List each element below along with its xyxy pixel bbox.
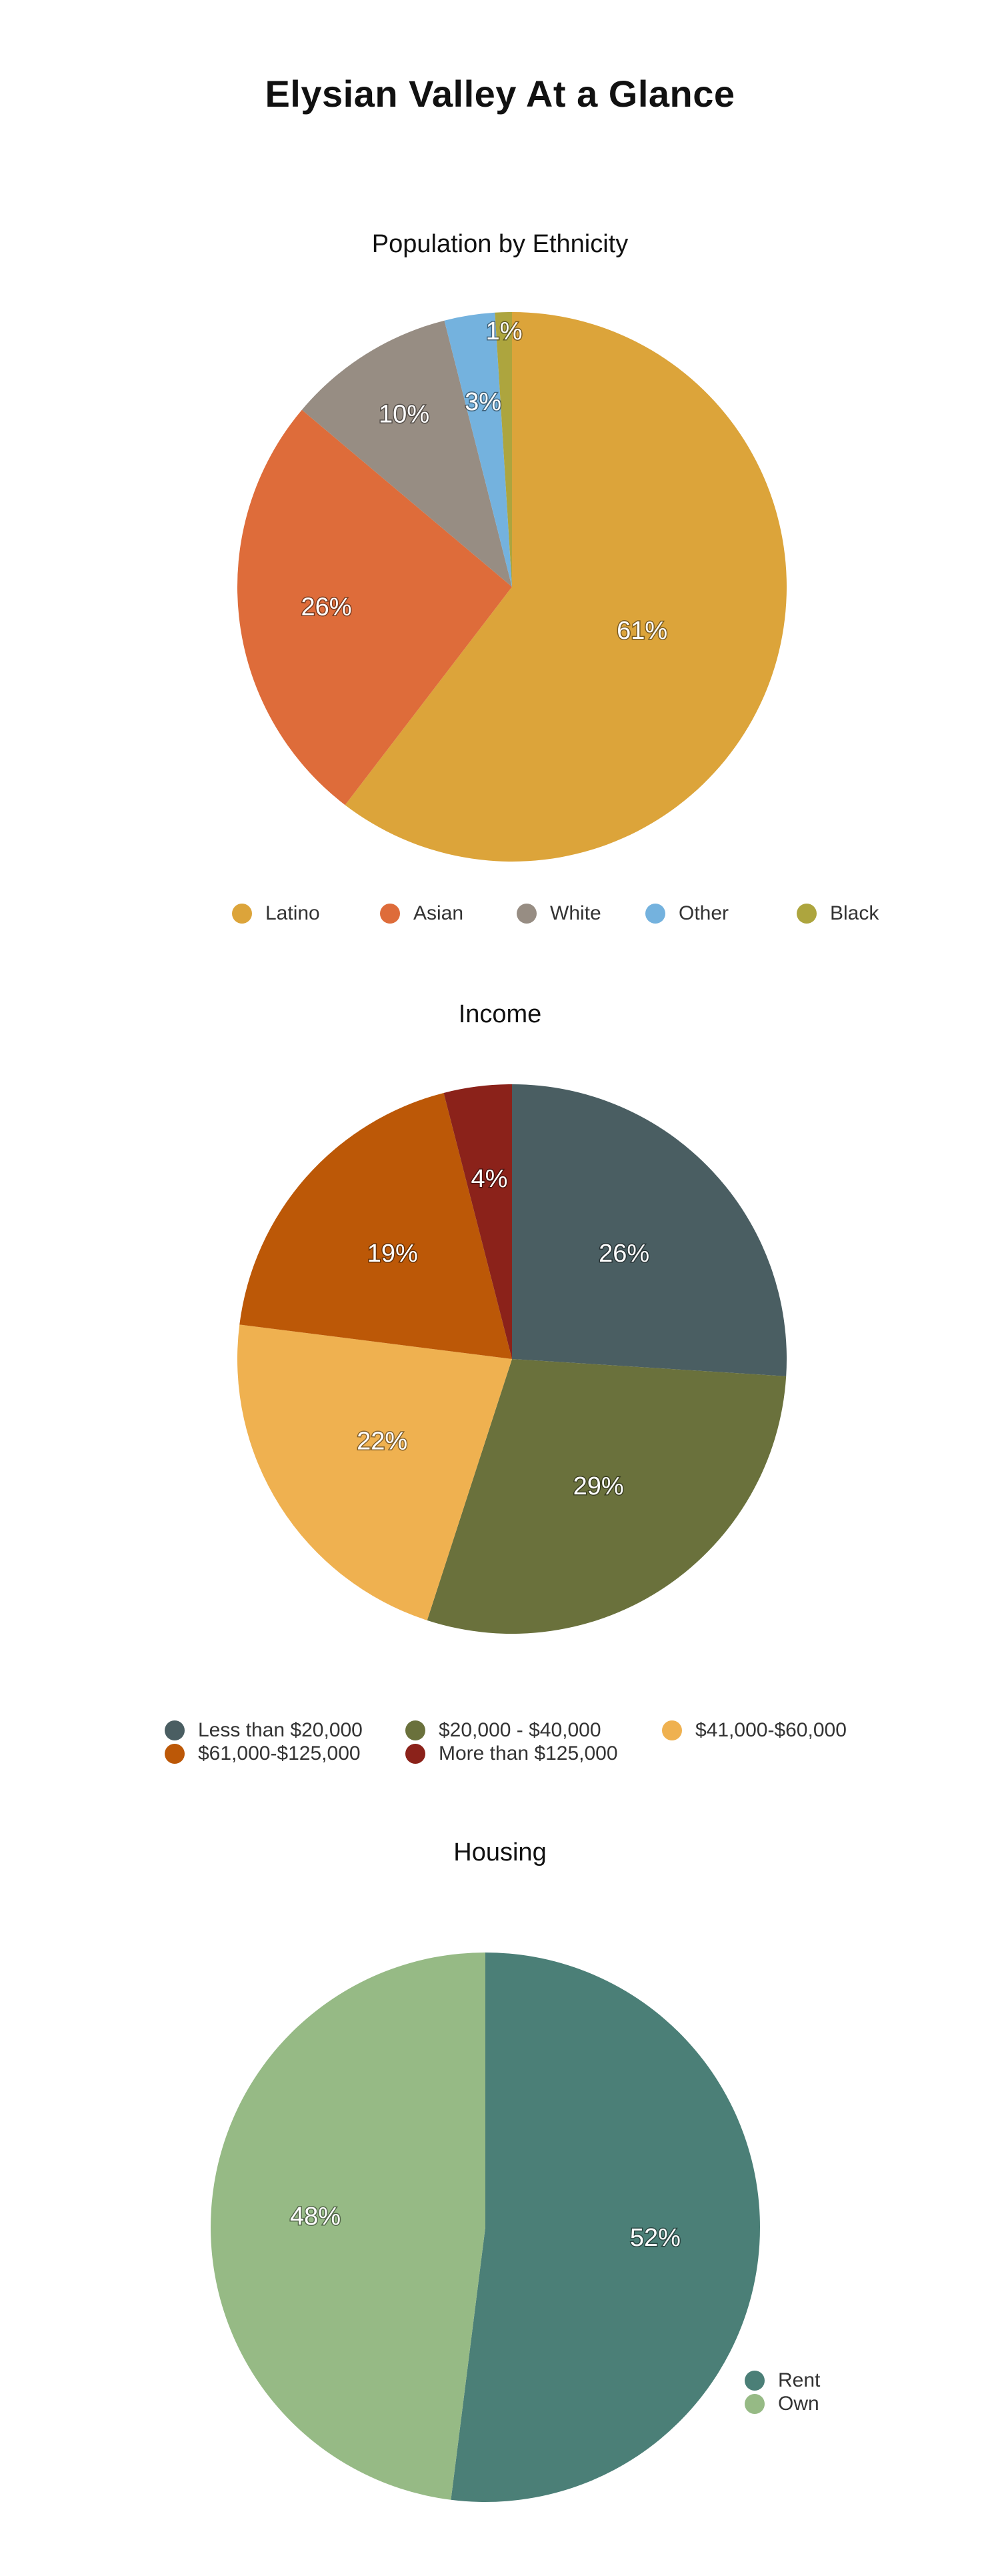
legend-item: Other — [645, 902, 729, 926]
pie-slice-black — [495, 312, 512, 587]
slice-data-label: 1% — [486, 317, 523, 345]
legend-label: Asian — [413, 902, 464, 924]
legend-swatch — [405, 1720, 425, 1740]
pie-slice-white — [301, 320, 512, 587]
legend-swatch — [165, 1720, 185, 1740]
pie-slice-less-than-20-000 — [512, 1084, 787, 1376]
pie-slice-other — [444, 312, 512, 587]
slice-data-label: 4% — [471, 1165, 507, 1193]
legend-item: Black — [797, 902, 879, 926]
slice-data-label: 52% — [630, 2224, 681, 2252]
legend-label: $20,000 - $40,000 — [439, 1719, 601, 1741]
chart-title: Income — [458, 1000, 542, 1028]
legend-label: Less than $20,000 — [198, 1719, 363, 1741]
chart-title: Housing — [453, 1838, 547, 1866]
legend-label: $61,000-$125,000 — [198, 1742, 361, 1764]
legend-swatch — [662, 1720, 682, 1740]
legend-item: $61,000-$125,000 — [165, 1742, 361, 1766]
income-pie: 26% 29% 22% 19% 4% — [237, 1084, 787, 1634]
legend-item: More than $125,000 — [405, 1742, 618, 1766]
legend-label: $41,000-$60,000 — [695, 1719, 847, 1741]
legend-label: Black — [830, 902, 879, 924]
legend-swatch — [517, 904, 537, 924]
ethnicity-pie: 61% 26% 10% 3% 1% — [237, 312, 787, 862]
legend-item: Asian — [380, 902, 463, 926]
pie-slice-rent — [451, 1953, 761, 2502]
legend-label: Other — [679, 902, 729, 924]
legend-swatch — [165, 1744, 185, 1764]
legend-swatch — [232, 904, 252, 924]
slice-data-label: 48% — [290, 2203, 341, 2231]
pie-slice-61-000-125-000 — [239, 1092, 512, 1359]
legend-label: Latino — [265, 902, 320, 924]
legend-item: Latino — [232, 902, 320, 926]
legend-swatch — [405, 1744, 425, 1764]
legend-swatch — [797, 904, 817, 924]
legend-label: Own — [778, 2393, 819, 2415]
slice-data-label: 19% — [367, 1240, 418, 1268]
legend-item: Less than $20,000 — [165, 1718, 363, 1742]
slice-data-label: 22% — [357, 1428, 407, 1456]
pie-slice-more-than-125-000 — [443, 1084, 512, 1359]
slice-data-label: 10% — [379, 401, 429, 429]
chart-title: Population by Ethnicity — [371, 230, 629, 258]
pie-slice-latino — [345, 312, 787, 862]
legend-item: White — [517, 902, 601, 926]
legend-swatch — [745, 2371, 765, 2391]
legend-swatch — [745, 2394, 765, 2414]
legend-item: $20,000 - $40,000 — [405, 1718, 601, 1742]
pie-slice-asian — [237, 409, 512, 806]
pie-slice-own — [211, 1953, 485, 2500]
legend-label: Rent — [778, 2369, 821, 2391]
slice-data-label: 3% — [465, 388, 501, 416]
slice-data-label: 26% — [599, 1240, 649, 1268]
legend-item: Rent — [745, 2369, 820, 2393]
pie-slice-20-000-40-000 — [427, 1359, 787, 1634]
slice-data-label: 26% — [301, 593, 351, 621]
slice-data-label: 29% — [573, 1472, 624, 1500]
legend-item: $41,000-$60,000 — [662, 1718, 847, 1742]
legend-swatch — [645, 904, 665, 924]
page-title: Elysian Valley At a Glance — [265, 73, 735, 115]
legend-label: More than $125,000 — [439, 1742, 618, 1764]
legend-swatch — [380, 904, 400, 924]
pie-slice-41-000-60-000 — [237, 1324, 512, 1620]
slice-data-label: 61% — [617, 617, 667, 645]
legend-item: Own — [745, 2392, 819, 2416]
legend-label: White — [550, 902, 601, 924]
